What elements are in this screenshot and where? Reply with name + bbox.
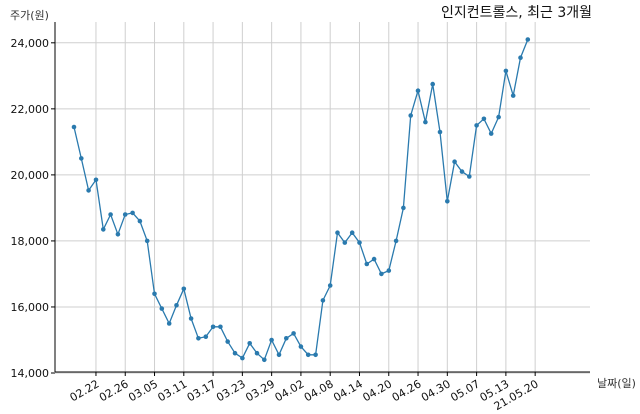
data-point xyxy=(510,93,516,98)
data-point xyxy=(452,159,457,164)
data-point xyxy=(181,286,187,292)
data-point xyxy=(254,350,260,356)
y-tick-label: 14,000 xyxy=(11,367,50,380)
data-point xyxy=(166,321,172,326)
data-point xyxy=(467,174,472,179)
data-point xyxy=(518,55,523,60)
data-point xyxy=(122,212,128,217)
data-point xyxy=(488,131,494,136)
data-point xyxy=(269,337,274,343)
y-tick-label: 22,000 xyxy=(11,103,50,116)
data-point xyxy=(503,68,509,74)
data-point xyxy=(79,156,84,161)
y-axis-title: 주가(원) xyxy=(10,9,49,22)
data-point xyxy=(401,205,406,211)
x-axis-title: 날짜(일) xyxy=(597,376,636,390)
data-point xyxy=(144,238,150,244)
series-layer xyxy=(71,37,531,363)
data-point xyxy=(423,119,428,125)
x-tick-label: 03.29 xyxy=(243,377,277,404)
x-tick-label: 04.30 xyxy=(419,377,453,404)
x-axis-ticks: 02.2202.2603.0503.1103.1703.2303.2904.02… xyxy=(68,372,541,413)
y-tick-label: 18,000 xyxy=(11,235,50,248)
data-point xyxy=(496,114,501,120)
data-point xyxy=(210,324,216,330)
axes xyxy=(54,22,590,373)
data-point xyxy=(408,113,414,118)
y-tick-label: 20,000 xyxy=(11,169,50,182)
data-point xyxy=(115,232,121,237)
data-point xyxy=(93,177,99,183)
x-tick-label: 03.17 xyxy=(185,377,219,404)
x-tick-label: 04.26 xyxy=(390,377,424,404)
data-point xyxy=(203,334,209,340)
data-point xyxy=(218,324,223,330)
data-point xyxy=(393,238,399,244)
data-point xyxy=(159,306,165,311)
data-point xyxy=(525,37,531,42)
x-tick-label: 05.07 xyxy=(448,377,482,404)
data-point xyxy=(108,212,113,217)
data-point xyxy=(430,81,436,87)
data-point xyxy=(335,230,340,235)
data-point xyxy=(291,331,296,336)
data-point xyxy=(196,336,201,341)
data-point xyxy=(305,352,311,358)
data-point xyxy=(459,169,465,174)
data-point xyxy=(71,124,77,130)
data-point xyxy=(225,339,230,344)
data-point xyxy=(247,341,252,346)
data-point xyxy=(174,303,179,308)
data-point xyxy=(101,227,106,232)
chart-title: 인지컨트롤스, 최근 3개월 xyxy=(441,5,592,21)
data-point xyxy=(262,357,267,363)
data-point xyxy=(240,355,245,361)
x-tick-label: 04.08 xyxy=(302,377,336,404)
data-point xyxy=(130,210,135,216)
data-point xyxy=(327,283,333,288)
data-point xyxy=(284,336,289,341)
data-point xyxy=(371,256,377,262)
data-point xyxy=(415,88,421,93)
data-point xyxy=(386,268,392,273)
grid-lines xyxy=(55,22,590,374)
y-tick-label: 16,000 xyxy=(11,301,50,314)
x-tick-label: 03.23 xyxy=(214,377,248,404)
x-tick-label: 02.22 xyxy=(68,377,102,404)
data-point xyxy=(379,271,384,277)
x-tick-label: 04.20 xyxy=(360,377,394,404)
x-tick-label: 03.05 xyxy=(126,377,160,404)
data-point xyxy=(276,352,282,358)
data-point xyxy=(349,230,355,235)
x-tick-label: 03.11 xyxy=(156,377,190,404)
data-point xyxy=(445,199,450,204)
data-point xyxy=(232,350,238,356)
data-point xyxy=(474,123,479,128)
data-point xyxy=(188,316,194,321)
data-point xyxy=(481,116,487,122)
data-point xyxy=(320,298,326,303)
x-tick-label: 04.14 xyxy=(331,377,365,404)
data-point xyxy=(357,240,362,245)
data-point xyxy=(364,261,370,267)
y-tick-label: 24,000 xyxy=(11,37,50,50)
x-tick-label: 04.02 xyxy=(273,377,307,404)
data-point xyxy=(298,344,304,349)
data-point xyxy=(342,240,348,245)
data-point xyxy=(137,218,143,224)
data-point xyxy=(86,188,91,193)
data-point xyxy=(152,291,157,297)
y-axis-ticks: 14,000 16,000 18,000 20,000 22,000 24,000 xyxy=(11,37,55,380)
x-tick-label: 02.26 xyxy=(97,377,131,404)
data-point xyxy=(313,352,318,358)
data-point xyxy=(437,129,443,135)
